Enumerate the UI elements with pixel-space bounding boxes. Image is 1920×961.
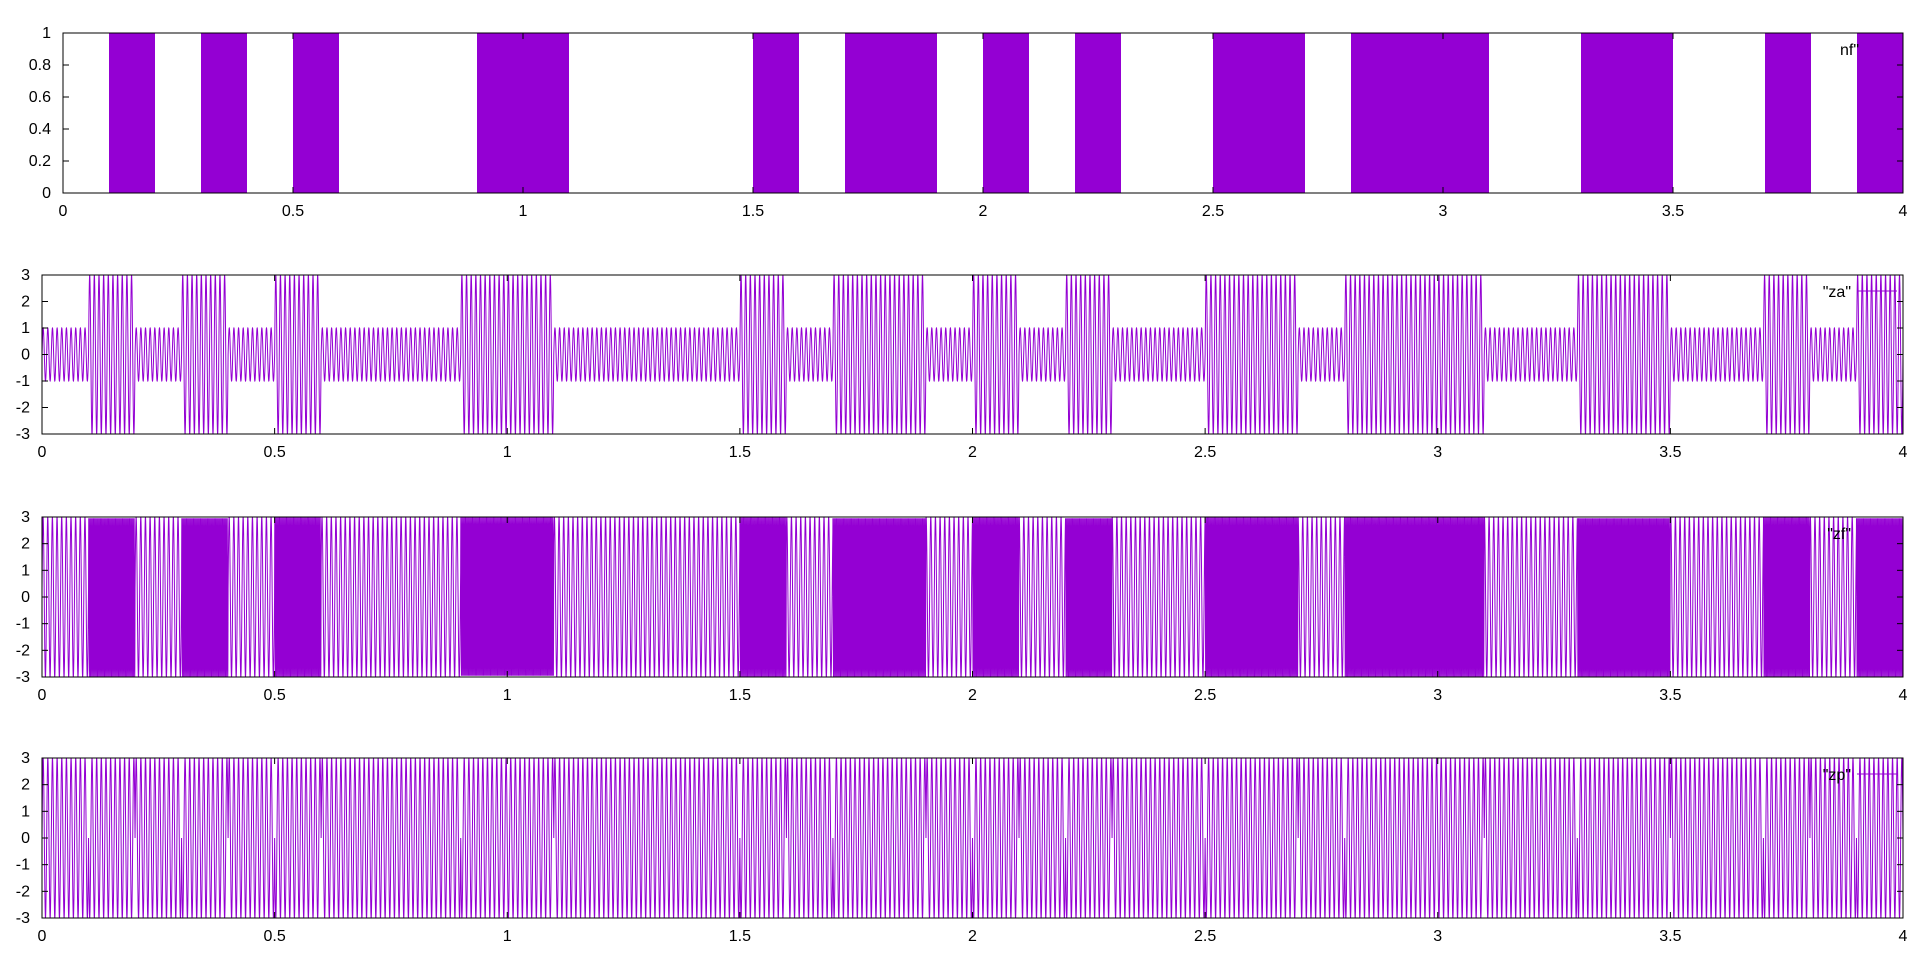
x-tick-label: 1.5	[729, 928, 751, 945]
x-tick-label: 1.5	[729, 444, 751, 461]
y-tick-label: -3	[16, 669, 30, 686]
plot-area	[109, 33, 1903, 193]
pulse-bar	[845, 33, 891, 193]
y-tick-label: 2	[21, 294, 30, 311]
pulse-bar	[891, 33, 937, 193]
x-tick-label: 3.5	[1659, 928, 1681, 945]
x-tick-label: 0	[38, 687, 47, 704]
pulse-bar	[1213, 33, 1259, 193]
x-tick-label: 3	[1439, 203, 1448, 220]
legend-label: "zf"	[1827, 526, 1851, 543]
y-tick-label: 3	[21, 750, 30, 767]
pulse-bar	[1765, 33, 1811, 193]
pulse-bar	[477, 33, 523, 193]
x-tick-label: 3	[1433, 687, 1442, 704]
x-tick-label: 3.5	[1662, 203, 1684, 220]
zf-chart: 0 0.5 1 1.5 2 2.5 3 3.5 4 -3 -2 -1 0 1 2 3 "zf"	[16, 509, 1908, 704]
x-tick-label: 4	[1899, 687, 1908, 704]
y-tick-label: 0.4	[29, 121, 51, 138]
pulse-bar	[1075, 33, 1121, 193]
y-tick-label: 1	[21, 320, 30, 337]
y-tick-label: 2	[21, 777, 30, 794]
x-tick-label: 2.5	[1194, 444, 1216, 461]
y-tick-label: -1	[16, 857, 30, 874]
plot-area	[42, 758, 1903, 918]
x-tick-label: 1	[519, 203, 528, 220]
x-tick-label: 0.5	[264, 444, 286, 461]
plot-area	[42, 275, 1903, 434]
y-tick-label: -2	[16, 883, 30, 900]
legend-label: "zp"	[1823, 767, 1851, 784]
pulse-bar	[109, 33, 155, 193]
y-tick-label: 2	[21, 536, 30, 553]
x-tick-label: 1	[503, 687, 512, 704]
pulse-bar	[1627, 33, 1673, 193]
x-tick-label: 0.5	[264, 928, 286, 945]
legend-swatch	[1862, 44, 1880, 56]
y-tick-label: 3	[21, 509, 30, 526]
pulse-bar	[1351, 33, 1397, 193]
y-tick-label: 1	[21, 562, 30, 579]
x-tick-label: 2.5	[1202, 203, 1224, 220]
za-chart: 0 0.5 1 1.5 2 2.5 3 3.5 4 -3 -2 -1 0 1 2 3 "za"	[16, 267, 1908, 461]
legend-label: nf"	[1840, 42, 1859, 59]
x-tick-label: 3.5	[1659, 687, 1681, 704]
x-tick-label: 3	[1433, 444, 1442, 461]
pulse-bar	[1259, 33, 1305, 193]
x-tick-label: 0	[59, 203, 68, 220]
y-tick-label: 0.8	[29, 57, 51, 74]
signal-line	[42, 517, 1903, 677]
x-tick-label: 1.5	[729, 687, 751, 704]
x-tick-label: 4	[1899, 203, 1908, 220]
x-tick-label: 0	[38, 928, 47, 945]
zp-chart: 0 0.5 1 1.5 2 2.5 3 3.5 4 -3 -2 -1 0 1 2 3 "zp"	[16, 750, 1908, 945]
y-tick-label: -3	[16, 910, 30, 927]
y-tick-label: -2	[16, 400, 30, 417]
x-tick-label: 1.5	[742, 203, 764, 220]
x-tick-label: 1	[503, 928, 512, 945]
signal-line	[42, 758, 1903, 918]
y-tick-label: 0	[21, 589, 30, 606]
pulse-bar	[523, 33, 569, 193]
pulse-bar	[1397, 33, 1443, 193]
x-tick-label: 2	[968, 928, 977, 945]
signal-line	[42, 275, 1903, 434]
y-tick-label: 1	[21, 803, 30, 820]
x-tick-label: 0	[38, 444, 47, 461]
x-tick-label: 1	[503, 444, 512, 461]
x-tick-label: 0.5	[264, 687, 286, 704]
pulse-bar	[1857, 33, 1903, 193]
y-tick-label: -3	[16, 426, 30, 443]
x-tick-label: 2	[968, 444, 977, 461]
x-tick-label: 2.5	[1194, 687, 1216, 704]
x-tick-label: 3.5	[1659, 444, 1681, 461]
y-tick-label: -2	[16, 642, 30, 659]
pulse-bar	[753, 33, 799, 193]
y-tick-label: 0	[21, 830, 30, 847]
y-tick-label: -1	[16, 373, 30, 390]
nf-chart: 0 0.5 1 1.5 2 2.5 3 3.5 4 0 0.2 0.4 0.6 0.8 1 nf"	[29, 25, 1908, 220]
x-tick-label: 0.5	[282, 203, 304, 220]
y-tick-label: 0	[42, 185, 51, 202]
y-tick-label: 0.2	[29, 153, 51, 170]
y-tick-label: -1	[16, 616, 30, 633]
y-tick-label: 3	[21, 267, 30, 284]
pulse-bar	[1581, 33, 1627, 193]
legend-label: "za"	[1823, 284, 1851, 301]
x-tick-label: 2.5	[1194, 928, 1216, 945]
x-tick-label: 4	[1899, 928, 1908, 945]
x-tick-label: 3	[1433, 928, 1442, 945]
y-tick-label: 0.6	[29, 89, 51, 106]
pulse-bar	[1443, 33, 1489, 193]
x-tick-label: 2	[979, 203, 988, 220]
y-tick-label: 0	[21, 347, 30, 364]
y-tick-label: 1	[42, 25, 51, 42]
x-tick-label: 4	[1899, 444, 1908, 461]
pulse-bar	[201, 33, 247, 193]
pulse-bar	[293, 33, 339, 193]
x-tick-label: 2	[968, 687, 977, 704]
pulse-bar	[983, 33, 1029, 193]
plot-area	[42, 517, 1903, 677]
